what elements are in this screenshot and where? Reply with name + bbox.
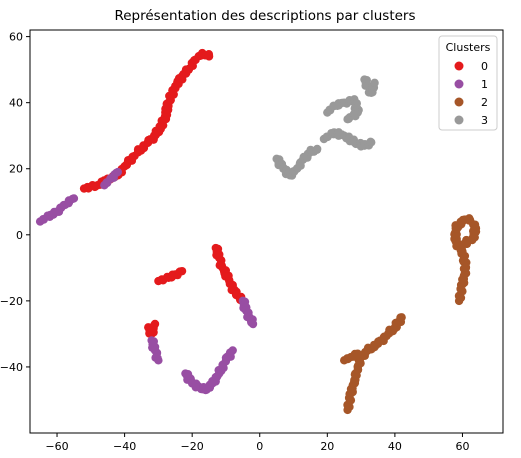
legend-label-1: 1 — [481, 78, 488, 91]
data-point-cluster-1 — [228, 346, 237, 355]
data-point-cluster-1 — [248, 319, 258, 329]
legend-label-0: 0 — [481, 60, 488, 73]
chart-title: Représentation des descriptions par clus… — [114, 8, 415, 24]
x-tick-label: 0 — [256, 440, 263, 453]
y-tick-label: 40 — [9, 97, 23, 110]
points-layer — [35, 48, 481, 415]
x-tick-label: 40 — [388, 440, 402, 453]
legend-box — [438, 35, 498, 131]
legend-label-2: 2 — [481, 96, 488, 109]
x-tick-label: −20 — [181, 440, 204, 453]
data-point-cluster-2 — [397, 313, 406, 322]
y-axis: −40 −20 0 20 40 60 — [0, 31, 30, 374]
data-point-cluster-2 — [353, 349, 362, 358]
x-tick-label: −40 — [113, 440, 136, 453]
legend-label-3: 3 — [481, 114, 488, 127]
y-tick-label: 20 — [9, 163, 23, 176]
x-tick-label: 20 — [320, 440, 334, 453]
data-point-cluster-1 — [154, 356, 163, 365]
data-point-cluster-0 — [150, 319, 160, 329]
x-axis: −60 −40 −20 0 20 40 60 — [45, 433, 469, 453]
data-point-cluster-3 — [367, 138, 376, 147]
x-tick-label: 60 — [455, 440, 469, 453]
data-point-cluster-0 — [177, 266, 187, 276]
y-tick-label: 0 — [16, 229, 23, 242]
data-point-cluster-1 — [113, 167, 123, 177]
data-point-cluster-3 — [343, 114, 352, 124]
data-point-cluster-3 — [312, 144, 322, 154]
legend-marker-1 — [454, 79, 464, 89]
legend-marker-0 — [454, 61, 464, 71]
legend-marker-3 — [454, 115, 464, 125]
plot-frame — [29, 29, 504, 434]
data-point-cluster-0 — [204, 52, 214, 61]
legend: Clusters 0 1 2 3 — [438, 35, 498, 131]
data-point-cluster-1 — [69, 194, 79, 203]
legend-marker-2 — [454, 97, 464, 107]
y-tick-label: 60 — [9, 31, 23, 44]
y-tick-label: −20 — [0, 295, 23, 308]
data-point-cluster-2 — [458, 240, 467, 249]
x-tick-label: −60 — [45, 440, 68, 453]
y-tick-label: −40 — [0, 361, 23, 374]
data-point-cluster-3 — [370, 78, 379, 88]
legend-title: Clusters — [446, 41, 491, 54]
